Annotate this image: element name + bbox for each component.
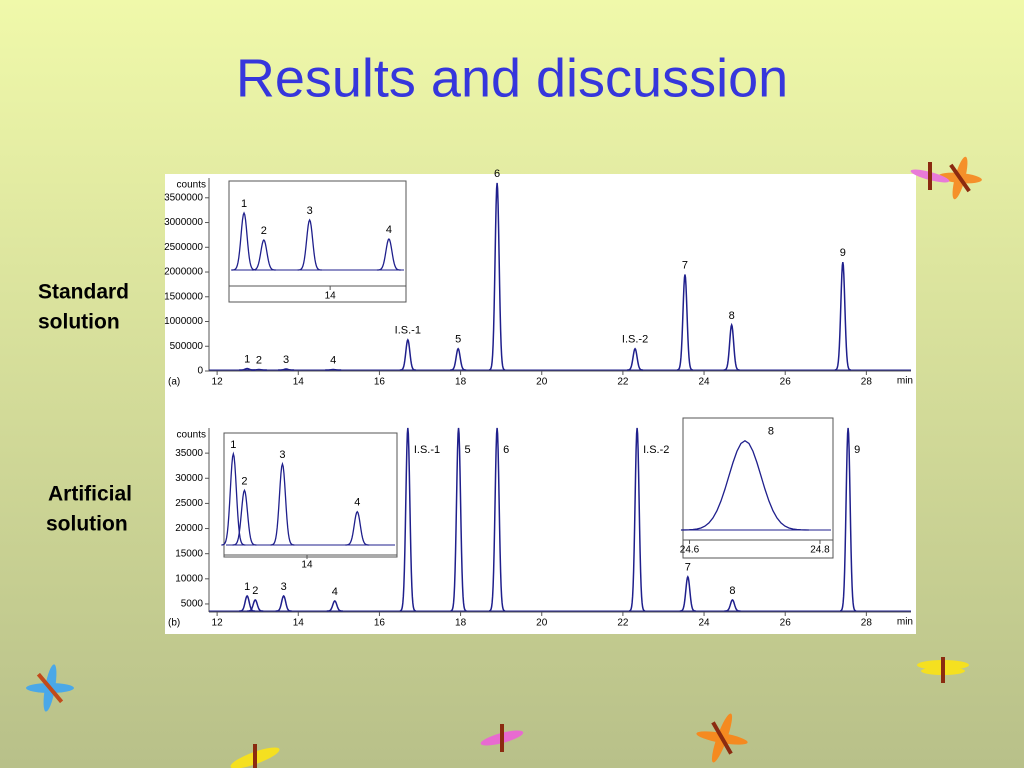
peak-label: 5 <box>465 444 471 456</box>
inset-peak-label: 1 <box>241 198 247 210</box>
y-tick-label: 2500000 <box>164 242 203 253</box>
y-tick-label: 20000 <box>175 523 203 534</box>
x-tick-label: 24 <box>698 618 710 629</box>
x-tick-label: 12 <box>212 377 224 388</box>
y-tick-label: 10000 <box>175 573 203 584</box>
side-label: Artificial <box>48 483 132 506</box>
peak-label: 5 <box>455 334 461 346</box>
inset-peak-label: 2 <box>261 225 267 237</box>
peak-label: 6 <box>494 168 500 180</box>
inset-frame <box>229 181 406 302</box>
x-tick-label: 14 <box>293 377 305 388</box>
peak-label: I.S.-2 <box>643 444 669 456</box>
inset-peak-label: 8 <box>768 426 774 438</box>
inset-x-tick-label: 24.8 <box>810 545 830 556</box>
x-tick-label: 16 <box>374 618 386 629</box>
x-tick-label: 14 <box>293 618 305 629</box>
inset-peak-label: 3 <box>279 449 285 461</box>
peak-label: I.S.-1 <box>414 444 440 456</box>
x-tick-label: 16 <box>374 377 386 388</box>
y-tick-label: 500000 <box>170 341 204 352</box>
peak-label: I.S.-2 <box>622 334 648 346</box>
inset-peak-label: 4 <box>386 224 392 236</box>
y-tick-label: 30000 <box>175 473 203 484</box>
side-label: solution <box>38 311 120 334</box>
peak-label: 8 <box>729 585 735 597</box>
peak-label: 4 <box>330 354 336 366</box>
peak-label: 6 <box>503 444 509 456</box>
x-axis-label: min <box>897 617 913 628</box>
panel-label: (a) <box>168 377 180 388</box>
y-tick-label: 1500000 <box>164 291 203 302</box>
x-tick-label: 24 <box>698 377 710 388</box>
y-tick-label: 5000 <box>181 599 204 610</box>
inset-x-tick-label: 24.6 <box>680 545 700 556</box>
peak-label: 2 <box>256 354 262 366</box>
x-tick-label: 20 <box>536 618 548 629</box>
peak-label: 1 <box>244 581 250 593</box>
x-tick-label: 28 <box>861 377 873 388</box>
peak-label: 1 <box>244 353 250 365</box>
x-tick-label: 20 <box>536 377 548 388</box>
peak-label: 2 <box>252 585 258 597</box>
inset-peak-label: 1 <box>230 439 236 451</box>
y-tick-label: 2000000 <box>164 267 203 278</box>
y-tick-label: 3500000 <box>164 192 203 203</box>
peak-label: 3 <box>283 354 289 366</box>
side-label: solution <box>46 513 128 536</box>
y-tick-label: 35000 <box>175 448 203 459</box>
peak-label: 3 <box>281 581 287 593</box>
x-tick-label: 26 <box>780 377 792 388</box>
x-tick-label: 12 <box>212 618 224 629</box>
x-axis-label: min <box>897 376 913 387</box>
peak-label: 4 <box>332 586 338 598</box>
inset-peak-label: 3 <box>307 205 313 217</box>
x-tick-label: 28 <box>861 618 873 629</box>
y-tick-label: 1000000 <box>164 316 203 327</box>
y-tick-label: 3000000 <box>164 217 203 228</box>
inset-frame <box>224 433 397 557</box>
side-label: Standard <box>38 281 129 304</box>
x-tick-label: 22 <box>617 618 629 629</box>
x-tick-label: 22 <box>617 377 629 388</box>
inset-peak-label: 2 <box>241 475 247 487</box>
peak-label: 7 <box>682 259 688 271</box>
peak-label: 9 <box>854 444 860 456</box>
peak-label: 9 <box>840 247 846 259</box>
y-axis-label: counts <box>177 180 206 191</box>
x-tick-label: 26 <box>780 618 792 629</box>
y-tick-label: 25000 <box>175 498 203 509</box>
inset-frame <box>683 418 833 558</box>
y-tick-label: 0 <box>197 366 203 377</box>
y-tick-label: 15000 <box>175 548 203 559</box>
y-axis-label: counts <box>177 430 206 441</box>
panel-label: (b) <box>168 618 180 629</box>
inset-peak-label: 4 <box>354 497 360 509</box>
inset-x-tick-label: 14 <box>301 560 313 571</box>
peak-label: 8 <box>729 310 735 322</box>
x-tick-label: 18 <box>455 618 467 629</box>
inset-x-tick-label: 14 <box>325 291 337 302</box>
peak-label: I.S.-1 <box>395 325 421 337</box>
peak-label: 7 <box>685 562 691 574</box>
x-tick-label: 18 <box>455 377 467 388</box>
slide-title: Results and discussion <box>236 48 788 108</box>
